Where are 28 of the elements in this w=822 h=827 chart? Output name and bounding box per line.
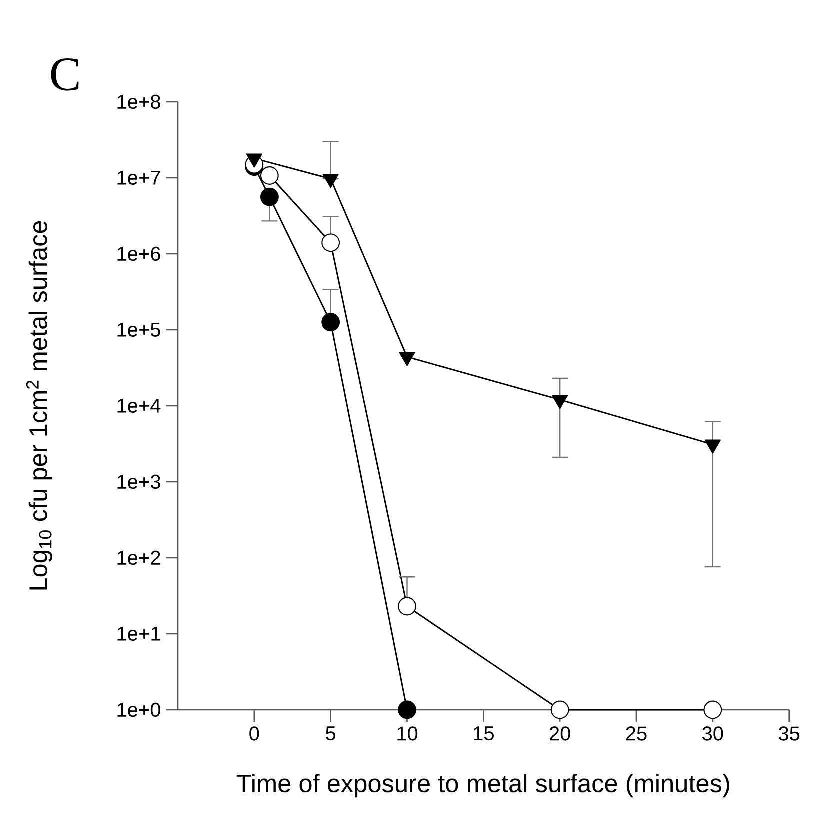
x-tick-label: 5 bbox=[326, 726, 336, 741]
x-axis-title: Time of exposure to metal surface (minutes) bbox=[236, 774, 730, 798]
point bbox=[260, 166, 279, 185]
x-tick-label: 25 bbox=[626, 726, 647, 741]
point bbox=[704, 700, 722, 720]
y-tick-label: 1e+6 bbox=[118, 246, 160, 262]
point bbox=[550, 700, 570, 720]
y-tick-label: 1e+3 bbox=[118, 474, 160, 490]
y-axis-title: Log$_{10}$ cfu per 1cm$^{2}$ metal surface bbox=[26, 221, 52, 590]
y-tick-label: 1e+5 bbox=[118, 323, 160, 337]
y-tick-label: 1e+7 bbox=[118, 171, 160, 185]
y-tick-label: 1e+4 bbox=[118, 399, 161, 413]
x-tick-label: 30 bbox=[702, 726, 724, 741]
x-tick-label: 20 bbox=[550, 726, 570, 741]
y-tick-label: 1e+0 bbox=[118, 702, 160, 718]
point bbox=[322, 313, 340, 332]
x-tick-label: 15 bbox=[474, 726, 494, 741]
x-tick-label: 35 bbox=[778, 726, 800, 741]
x-tick-label: 0 bbox=[250, 726, 260, 741]
point bbox=[398, 700, 416, 720]
point bbox=[260, 188, 279, 206]
y-tick-label: 1e+2 bbox=[118, 550, 160, 566]
y-tick-label: 1e+1 bbox=[118, 627, 160, 641]
chart-title: C bbox=[51, 58, 79, 91]
x-tick-label: 10 bbox=[398, 726, 418, 741]
point bbox=[322, 234, 340, 252]
y-tick-label: 1e+8 bbox=[118, 94, 160, 110]
point bbox=[398, 597, 416, 616]
